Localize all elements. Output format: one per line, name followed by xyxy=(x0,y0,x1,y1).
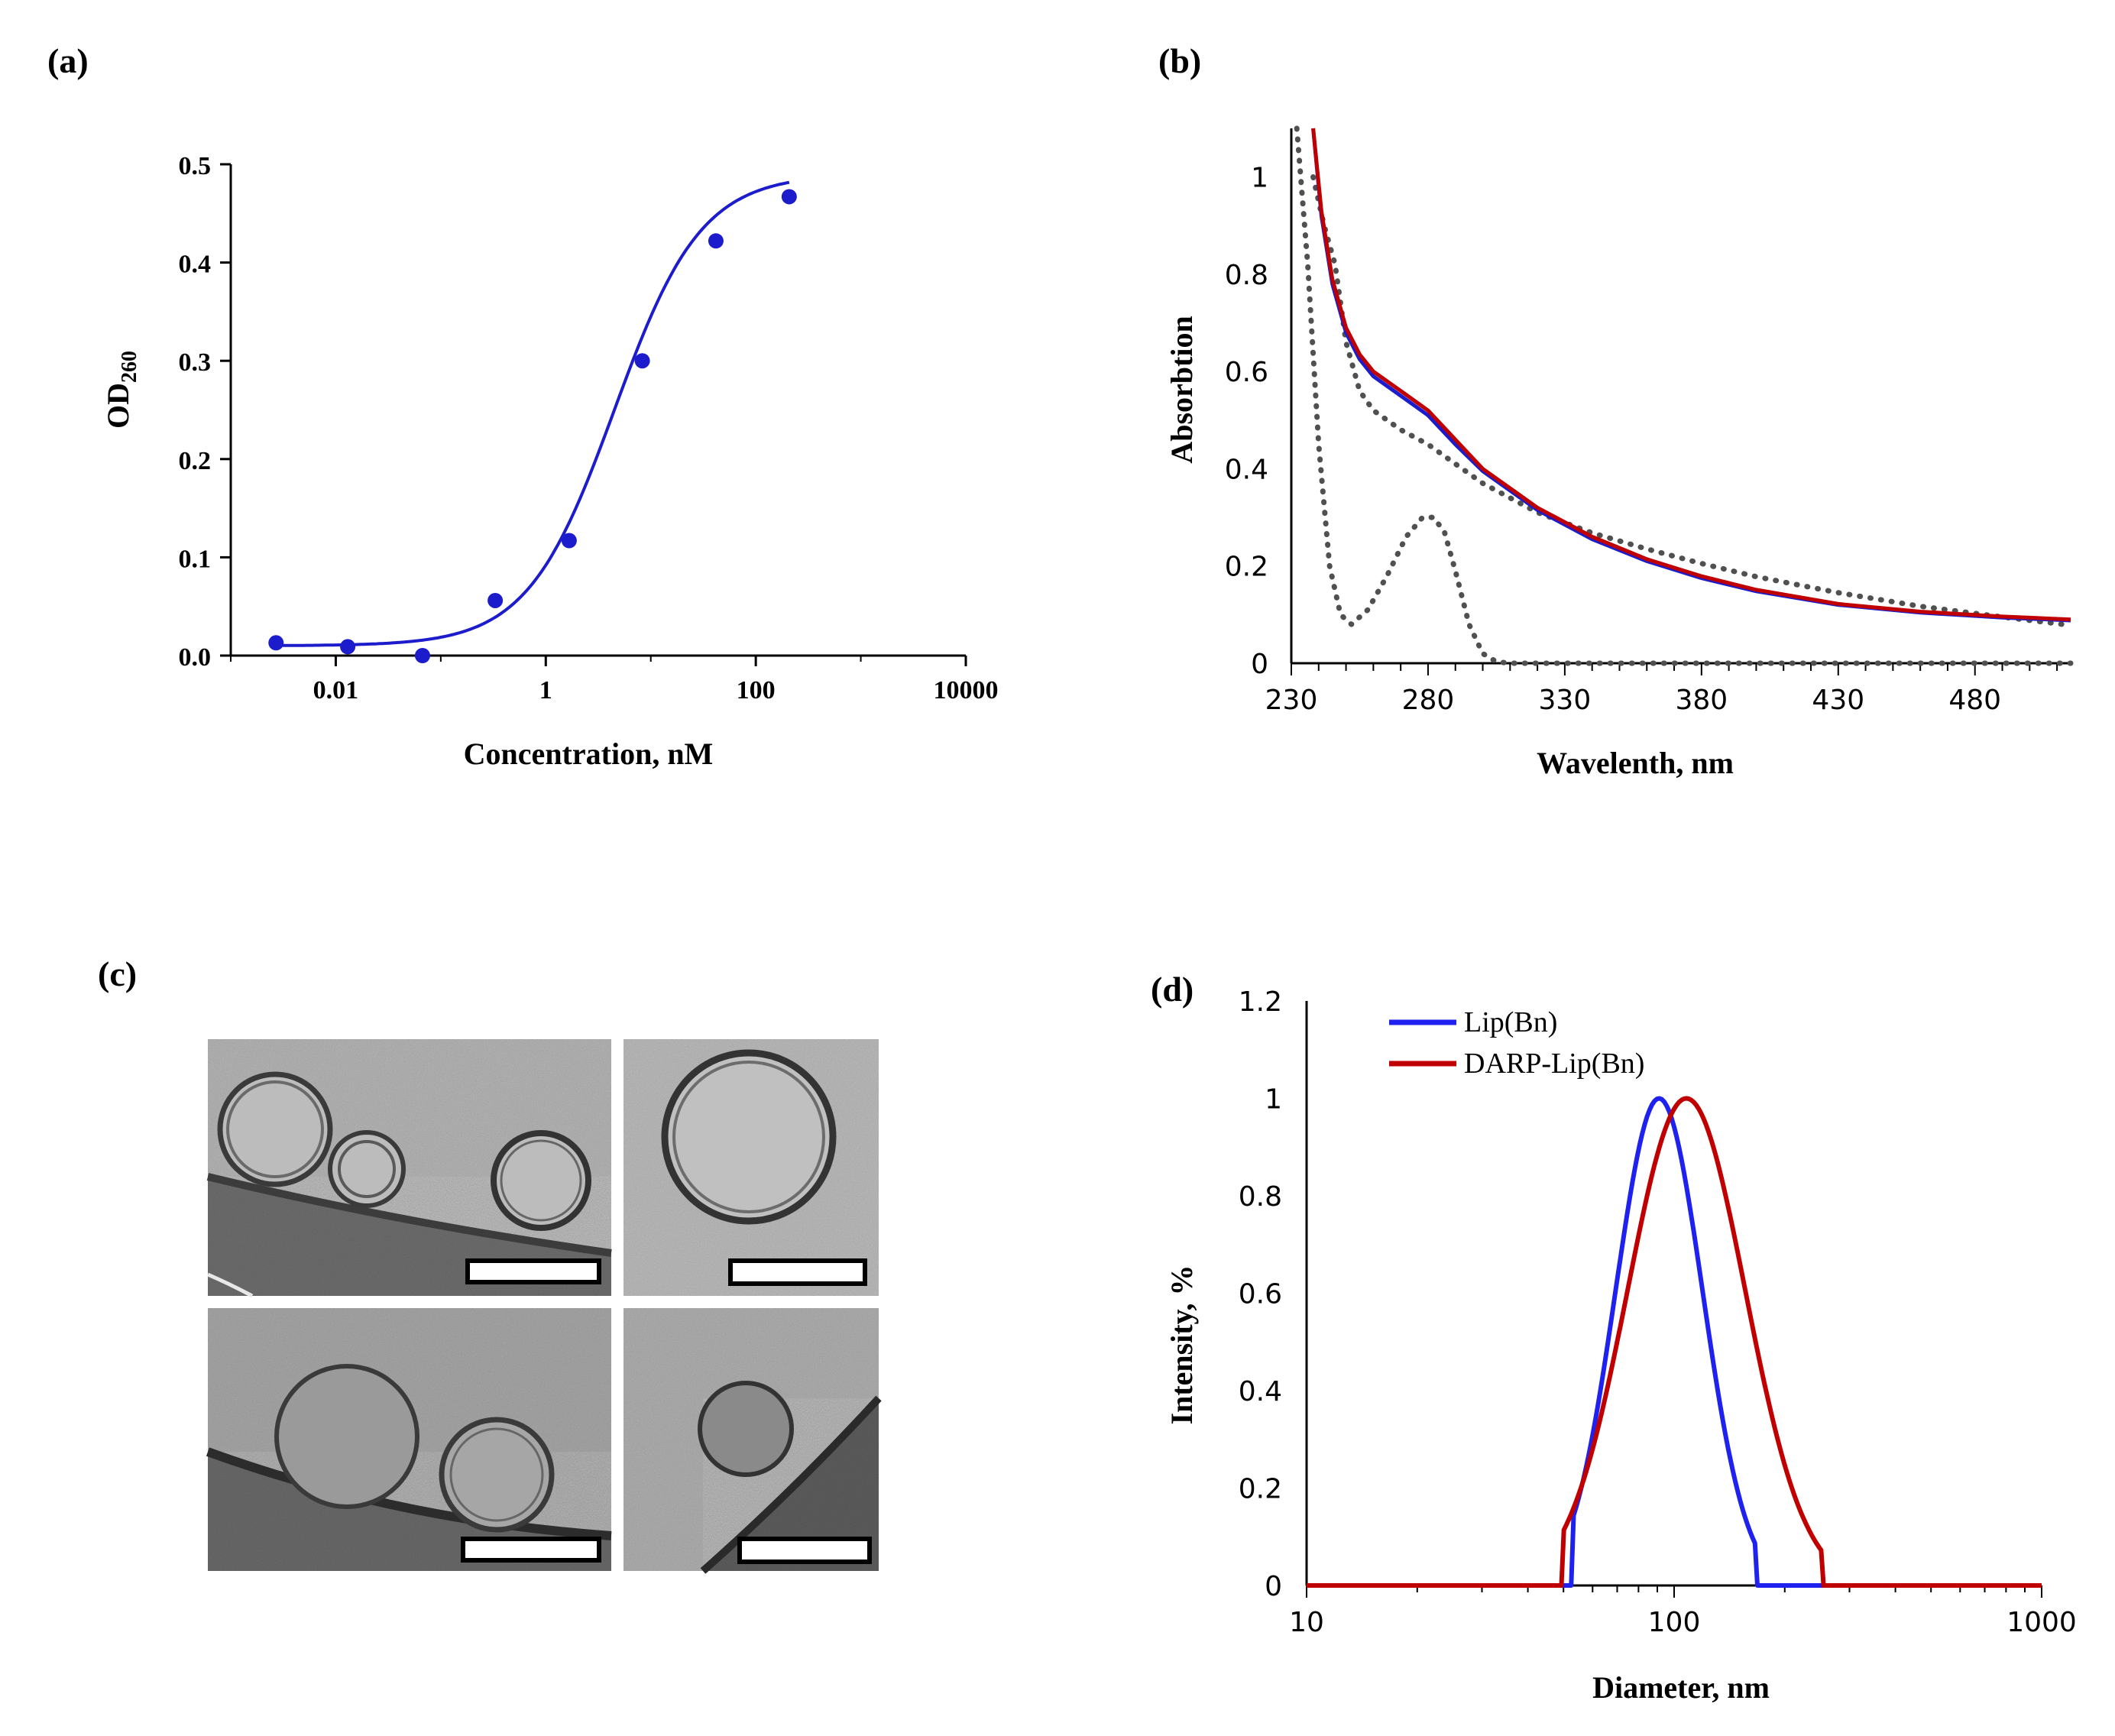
panel-d-chart: 0 0.2 0.4 0.6 0.8 1 1.2 10 100 1000 Lip(Bn) DARP-… xyxy=(1164,986,2077,1705)
scale-bar xyxy=(728,1258,867,1286)
panel-a-data-point xyxy=(634,353,650,369)
panel-a-data-point xyxy=(340,639,356,655)
panel-b-x-tick-label: 430 xyxy=(1812,685,1864,716)
vesicle-icon xyxy=(698,1381,794,1477)
vesicle-icon xyxy=(661,1049,837,1225)
panel-a-y-axis-label-main: OD xyxy=(101,383,135,429)
panel-b-y-tick-label: 0.2 xyxy=(1225,552,1268,583)
panel-label-b: (b) xyxy=(1158,41,1201,80)
panel-d-y-tick-label: 0.8 xyxy=(1239,1181,1282,1213)
panel-b-x-tick-label: 280 xyxy=(1402,685,1455,716)
panel-a-chart: 0.0 0.1 0.2 0.3 0.4 0.5 0.01 1 100 10000 Concentr… xyxy=(101,152,999,771)
panel-a-y-tick-label: 0.3 xyxy=(179,348,212,377)
panel-a-x-tick-label: 0.01 xyxy=(313,676,359,704)
panel-b-x-tick-label: 230 xyxy=(1265,685,1318,716)
panel-b-y-tick-label: 0.4 xyxy=(1225,454,1268,485)
panel-b-x-axis-label: Wavelenth, nm xyxy=(1537,746,1734,780)
vesicle-icon xyxy=(439,1417,555,1533)
vesicle-icon xyxy=(217,1071,333,1187)
panel-a-x-axis-label: Concentration, nM xyxy=(464,737,714,771)
panel-a-y-tick-label: 0.0 xyxy=(179,643,212,672)
panel-d-y-axis-label: Intensity, % xyxy=(1164,1265,1199,1425)
panel-a-data-point xyxy=(268,635,284,651)
panel-a-y-axis-label: OD260 xyxy=(101,351,141,429)
panel-b-series-line-1 xyxy=(1310,174,2074,628)
panel-d-axes: 0 0.2 0.4 0.6 0.8 1 1.2 10 100 1000 xyxy=(1239,986,2077,1638)
panel-a-x-tick-label: 10000 xyxy=(934,676,999,704)
panel-d-marks xyxy=(1307,1096,2042,1588)
panel-a-y-axis-label-sub: 260 xyxy=(118,351,141,383)
panel-b-y-tick-label: 0.8 xyxy=(1225,260,1268,291)
panel-d-y-tick-label: 1 xyxy=(1265,1084,1282,1116)
panel-d-series-line-1 xyxy=(1307,1096,2042,1588)
panel-a-fit-curve xyxy=(276,180,790,647)
legend-label-lip-bn: Lip(Bn) xyxy=(1464,1006,1557,1038)
panel-b-marks xyxy=(1294,125,2074,666)
micrograph-bottom-left xyxy=(206,1308,612,1571)
vesicle-icon xyxy=(328,1130,406,1208)
panel-d-x-axis-label: Diameter, nm xyxy=(1592,1670,1770,1705)
panel-b-x-tick-label: 330 xyxy=(1539,685,1592,716)
panel-a-data-point xyxy=(561,533,577,549)
panel-c-micrographs xyxy=(206,1039,882,1574)
panel-a-axes: 0.0 0.1 0.2 0.3 0.4 0.5 0.01 1 100 10000 xyxy=(179,152,999,704)
panel-label-c: (c) xyxy=(98,954,137,993)
panel-b-y-axis-label: Absorbtion xyxy=(1164,316,1199,463)
panel-d-x-tick-label: 100 xyxy=(1648,1607,1701,1638)
panel-a-data-point xyxy=(414,648,430,663)
panel-a-y-tick-label: 0.5 xyxy=(179,152,212,180)
panel-a-marks xyxy=(268,180,797,663)
panel-b-axes: 0 0.2 0.4 0.6 0.8 1 230 280 330 380 430 480 xyxy=(1225,128,2071,716)
panel-b-y-tick-label: 0.6 xyxy=(1225,357,1268,388)
panel-label-d: (d) xyxy=(1151,970,1194,1009)
vesicle-icon xyxy=(274,1364,419,1509)
panel-b-y-tick-label: 0 xyxy=(1251,649,1268,680)
panel-d-legend: Lip(Bn) DARP-Lip(Bn) xyxy=(1389,1006,1644,1080)
legend-label-darp-lip-bn: DARP-Lip(Bn) xyxy=(1464,1048,1644,1080)
vesicle-icon xyxy=(491,1130,591,1231)
panel-d-y-tick-label: 0 xyxy=(1265,1571,1282,1602)
panel-b-chart: 0 0.2 0.4 0.6 0.8 1 230 280 330 380 430 480 Wavelen… xyxy=(1164,125,2074,780)
micrograph-bottom-right xyxy=(623,1308,882,1574)
panel-a-y-tick-label: 0.4 xyxy=(179,251,212,279)
panel-d-y-tick-label: 0.2 xyxy=(1239,1474,1282,1505)
panel-d-x-tick-label: 1000 xyxy=(2006,1607,2077,1638)
micrograph-top-left xyxy=(206,1039,612,1298)
micrograph-top-right xyxy=(623,1039,879,1296)
panel-b-x-tick-label: 480 xyxy=(1948,685,2001,716)
panel-b-series-line-0 xyxy=(1294,125,2074,666)
panel-a-data-point xyxy=(708,233,724,249)
panel-d-y-tick-label: 0.4 xyxy=(1239,1376,1282,1407)
panel-d-series-line-0 xyxy=(1307,1096,2042,1588)
panel-b-y-tick-label: 1 xyxy=(1251,163,1268,194)
scale-bar xyxy=(465,1258,601,1284)
panel-a-x-tick-label: 1 xyxy=(539,676,552,704)
panel-label-a: (a) xyxy=(47,41,89,80)
panel-a-x-tick-label: 100 xyxy=(737,676,776,704)
panel-a-data-point xyxy=(781,189,797,205)
panel-a-y-tick-label: 0.2 xyxy=(179,447,212,475)
panel-d-y-tick-label: 0.6 xyxy=(1239,1279,1282,1310)
panel-b-x-tick-label: 380 xyxy=(1675,685,1728,716)
panel-b-series-line-3 xyxy=(1311,128,2071,622)
panel-d-y-tick-label: 1.2 xyxy=(1239,986,1282,1018)
panel-d-x-tick-label: 10 xyxy=(1289,1607,1324,1638)
panel-a-y-tick-label: 0.1 xyxy=(179,545,212,573)
scale-bar xyxy=(737,1537,872,1564)
scale-bar xyxy=(461,1537,601,1563)
panel-a-data-point xyxy=(487,592,504,608)
panel-b-series-line-2 xyxy=(1311,128,2071,623)
